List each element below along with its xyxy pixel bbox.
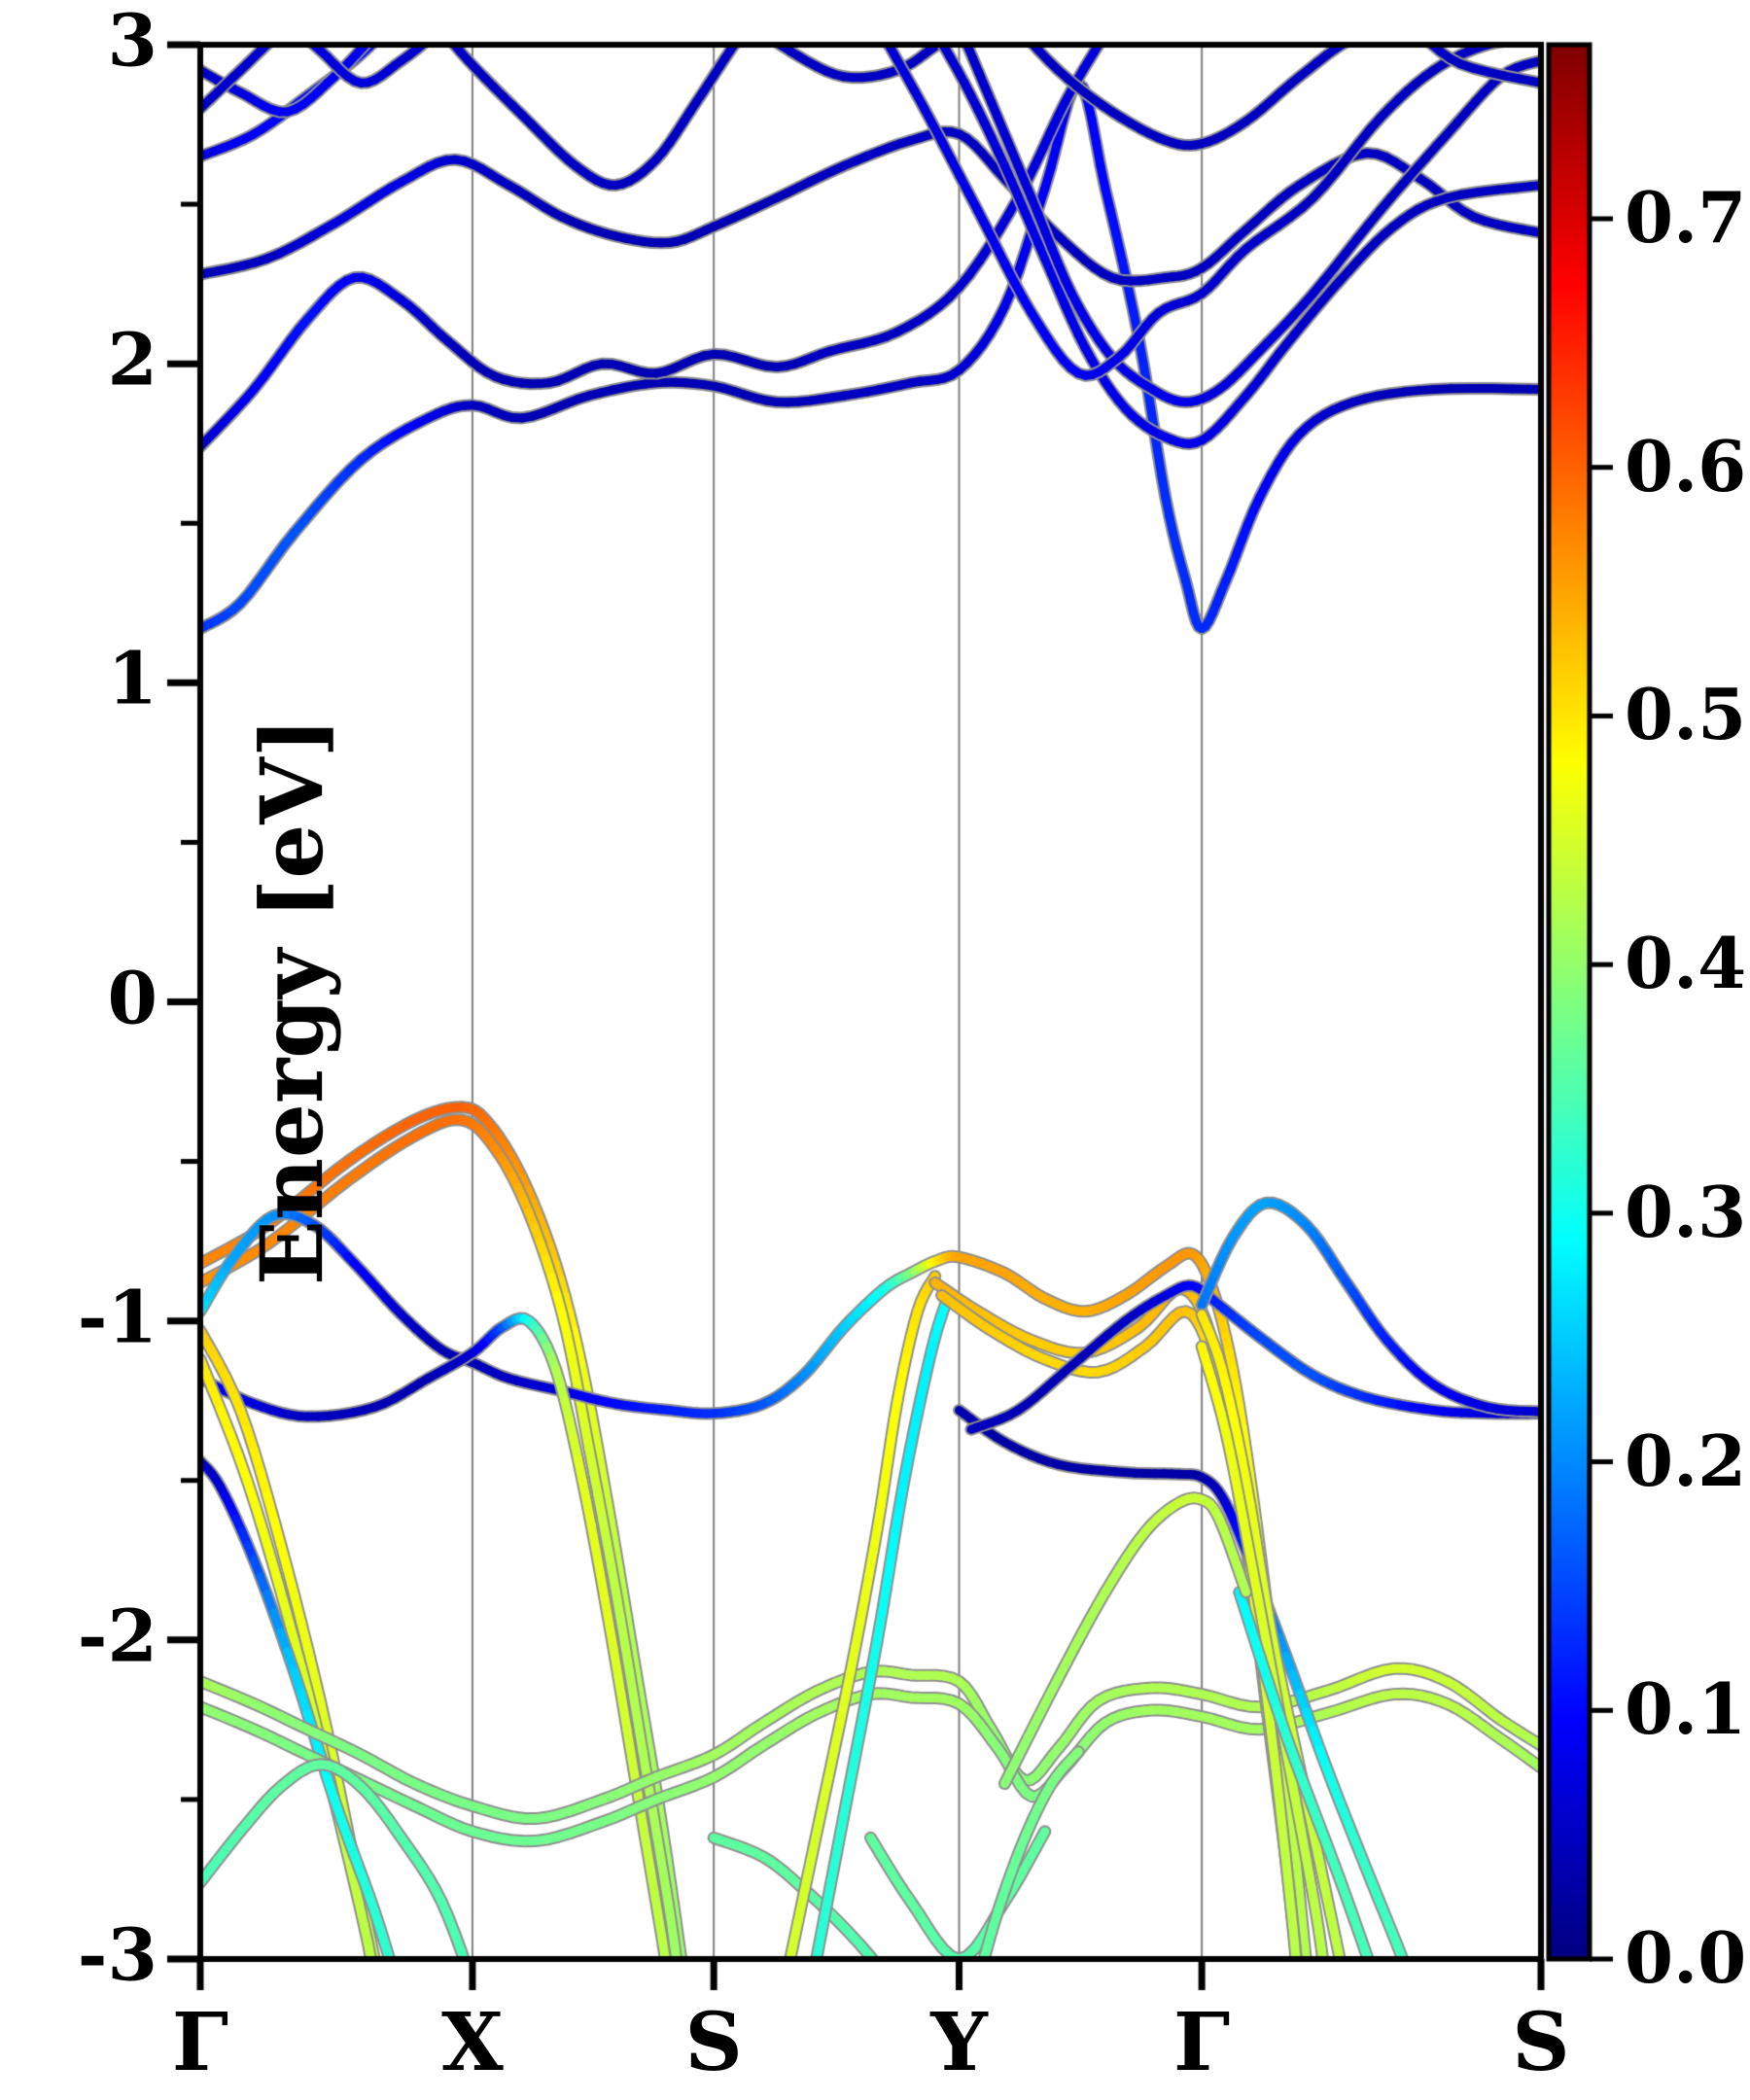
colorbar-tick-label: 0.1 xyxy=(1625,1667,1747,1751)
y-tick-label: 1 xyxy=(107,637,158,721)
colorbar-tick-label: 0.4 xyxy=(1625,921,1747,1004)
y-tick-label: -2 xyxy=(77,1594,158,1679)
colorbar-tick-label: 0.6 xyxy=(1625,424,1747,508)
colorbar-tick-label: 0.7 xyxy=(1625,175,1747,259)
x-tick-label: Y xyxy=(930,1996,988,2089)
y-tick-label: -3 xyxy=(77,1913,158,1998)
colorbar-tick-label: 0.0 xyxy=(1625,1915,1747,1999)
x-tick-label: Γ xyxy=(171,1996,229,2089)
y-axis-title: Energy [eV] xyxy=(241,717,343,1286)
x-tick-label: X xyxy=(441,1996,504,2089)
y-tick-label: 0 xyxy=(107,957,158,1041)
colorbar-tick-label: 0.3 xyxy=(1625,1170,1747,1253)
x-tick-label: Γ xyxy=(1173,1996,1231,2089)
y-tick-label: 2 xyxy=(107,318,158,402)
colorbar-tick-label: 0.5 xyxy=(1625,673,1747,756)
x-tick-label: S xyxy=(684,1996,743,2089)
x-tick-label: S xyxy=(1512,1996,1570,2089)
y-tick-label: 3 xyxy=(107,0,158,84)
colorbar-tick-label: 0.2 xyxy=(1625,1418,1747,1502)
y-tick-label: -1 xyxy=(77,1276,158,1360)
